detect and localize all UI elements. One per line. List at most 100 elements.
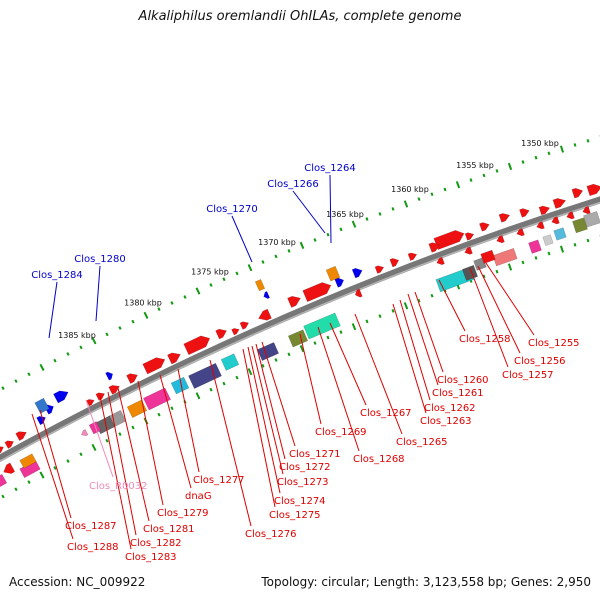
reverse-label-leader xyxy=(31,413,74,540)
inner-minor-tick xyxy=(391,309,395,313)
reverse-label-leader xyxy=(354,313,403,435)
inner-minor-tick xyxy=(378,314,382,318)
scale-minor-tick xyxy=(222,277,226,282)
reverse-label-leader xyxy=(477,265,521,354)
inner-minor-tick xyxy=(27,480,31,484)
genome-backbone-highlight xyxy=(0,201,600,462)
reverse-label-leader xyxy=(107,391,137,536)
scale-minor-tick xyxy=(326,232,330,237)
forward-label-leader xyxy=(329,174,332,244)
inner-minor-tick xyxy=(14,487,18,492)
reverse-gene-box xyxy=(80,429,89,437)
forward-gene-arrow xyxy=(0,446,4,455)
reverse-gene-label: Clos_1282 xyxy=(130,538,182,549)
reverse-label-leader xyxy=(469,267,509,368)
reverse-gene-box xyxy=(257,342,279,361)
scale-minor-tick xyxy=(443,187,447,192)
inner-minor-tick xyxy=(287,352,291,357)
inner-minor-tick xyxy=(573,242,577,247)
scale-label: 1385 kbp xyxy=(58,331,96,340)
reverse-label-leader xyxy=(392,303,427,414)
forward-gene-arrow xyxy=(479,222,490,232)
inner-minor-tick xyxy=(53,466,57,470)
scale-label: 1375 kbp xyxy=(191,268,229,277)
scale-minor-tick xyxy=(157,307,161,312)
reverse-label-leader xyxy=(399,299,431,401)
forward-gene-arrow xyxy=(464,232,475,241)
forward-gene-arrow xyxy=(354,288,363,298)
reverse-gene-label: Clos_1258 xyxy=(459,334,511,345)
reverse-label-leader xyxy=(117,387,150,522)
reverse-label-leader xyxy=(39,409,72,519)
scale-minor-tick xyxy=(79,345,83,350)
inner-major-tick xyxy=(507,263,513,271)
forward-gene-arrow xyxy=(239,321,250,330)
reverse-gene-label: Clos_1283 xyxy=(125,552,177,563)
forward-gene-arrow xyxy=(53,390,69,404)
reverse-gene-arrow xyxy=(536,221,545,230)
forward-gene-arrow xyxy=(498,213,511,223)
forward-gene-arrow xyxy=(428,242,441,253)
scale-label: 1365 kbp xyxy=(326,210,364,219)
reverse-label-leader xyxy=(251,345,284,475)
reverse-gene-label: Clos_1256 xyxy=(514,356,566,367)
forward-gene-label: Clos_1266 xyxy=(267,179,319,190)
reverse-gene-box xyxy=(583,211,600,228)
rna-gene-label: Clos_R0032 xyxy=(89,481,148,492)
reverse-label-leader xyxy=(407,293,439,386)
inner-minor-tick xyxy=(482,274,486,279)
reverse-gene-label: Clos_1262 xyxy=(424,403,476,414)
inner-minor-tick xyxy=(131,425,135,430)
scale-minor-tick xyxy=(534,155,538,160)
forward-gene-arrow xyxy=(258,308,272,321)
inner-minor-tick xyxy=(66,459,70,463)
scale-minor-tick xyxy=(313,238,317,242)
inner-minor-tick xyxy=(495,269,499,274)
forward-gene-arrow xyxy=(4,440,14,449)
scale-minor-tick xyxy=(469,178,473,182)
forward-gene-arrow xyxy=(389,258,400,268)
forward-gene-arrow xyxy=(86,399,95,407)
reverse-label-leader xyxy=(414,291,444,373)
scale-minor-tick xyxy=(378,212,382,216)
scale-minor-tick xyxy=(209,283,213,287)
scale-major-tick xyxy=(507,162,513,171)
reverse-gene-box xyxy=(188,362,222,389)
scale-minor-tick xyxy=(417,197,421,201)
reverse-gene-box xyxy=(126,399,148,419)
forward-gene-label: Clos_1280 xyxy=(74,254,126,265)
reverse-gene-label: Clos_1287 xyxy=(65,521,117,532)
inner-minor-tick xyxy=(274,358,278,362)
scale-minor-tick xyxy=(131,319,135,324)
forward-gene-arrow xyxy=(231,328,240,336)
forward-gene-arrow xyxy=(571,188,584,199)
forward-gene-arrow xyxy=(215,328,227,340)
forward-gene-arrow xyxy=(263,291,271,299)
reverse-label-leader xyxy=(209,359,252,527)
scale-minor-tick xyxy=(521,160,525,164)
reverse-gene-label: Clos_1273 xyxy=(277,477,329,488)
forward-label-leader xyxy=(231,215,253,263)
forward-gene-arrow xyxy=(108,385,120,395)
inner-minor-tick xyxy=(1,494,5,499)
inner-minor-tick xyxy=(521,260,525,265)
scale-minor-tick xyxy=(573,143,577,147)
reverse-label-leader xyxy=(261,341,296,447)
scale-major-tick xyxy=(143,311,149,319)
scale-minor-tick xyxy=(274,254,278,259)
genome-summary-text: Topology: circular; Length: 3,123,558 bp… xyxy=(261,575,591,589)
inner-minor-tick xyxy=(586,238,590,243)
reverse-gene-arrow xyxy=(551,216,560,225)
reverse-gene-label: Clos_1276 xyxy=(245,529,297,540)
forward-gene-arrow xyxy=(254,279,266,292)
inner-minor-tick xyxy=(157,412,161,417)
reverse-gene-label: Clos_1263 xyxy=(420,416,472,427)
inner-minor-tick xyxy=(430,293,434,298)
scale-minor-tick xyxy=(287,249,291,253)
reverse-gene-label: Clos_1267 xyxy=(360,408,412,419)
scale-label: 1380 kbp xyxy=(124,299,162,308)
accession-text: Accession: NC_009922 xyxy=(9,575,146,589)
inner-minor-tick xyxy=(313,341,317,345)
